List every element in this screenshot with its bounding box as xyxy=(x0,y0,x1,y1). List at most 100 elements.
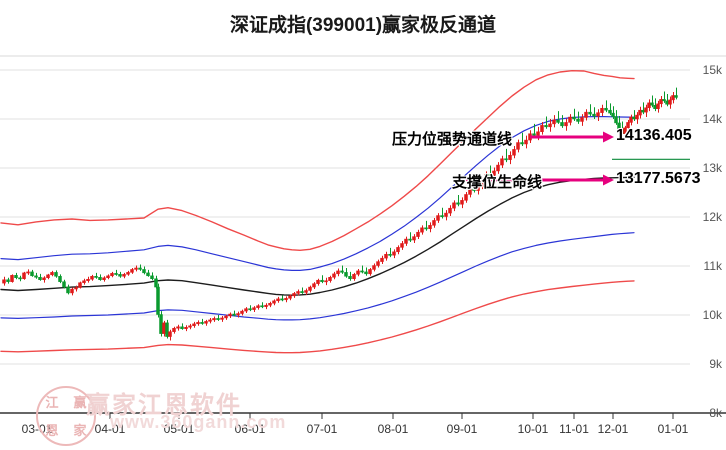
candle-body xyxy=(604,107,608,111)
candle-body xyxy=(252,307,256,310)
candle-body xyxy=(6,279,10,282)
candle-body xyxy=(656,103,660,109)
candle-body xyxy=(74,287,78,290)
candle-body xyxy=(638,109,642,116)
candle-body xyxy=(400,243,404,248)
candle-body xyxy=(162,322,166,334)
annotation-arrow-head-resistance xyxy=(603,131,614,143)
candle-body xyxy=(324,280,328,283)
candle-body xyxy=(540,125,544,132)
candle-body xyxy=(284,298,288,301)
candle-body xyxy=(576,118,580,122)
candle-body xyxy=(671,95,675,101)
annotation-value-support: 13177.5673 xyxy=(616,170,701,187)
candle-body xyxy=(560,122,564,127)
gridlines xyxy=(0,69,690,414)
candle-body xyxy=(138,267,142,270)
annotation-label-support: 支撑位生命线 xyxy=(452,174,543,191)
candle-body xyxy=(653,105,657,109)
candle-body xyxy=(464,194,468,201)
candle-body xyxy=(611,112,615,117)
candle-body xyxy=(662,99,666,102)
candle-body xyxy=(256,305,260,308)
candle-body xyxy=(392,251,396,256)
x-axis-tick-label: 03-01 xyxy=(21,422,53,436)
candle-body xyxy=(552,119,556,125)
candle-body xyxy=(312,283,316,288)
candle-body xyxy=(368,269,372,275)
candle-body xyxy=(280,298,284,301)
candle-body xyxy=(272,300,276,304)
candle-body xyxy=(212,318,216,321)
x-axis-tick-label: 09-01 xyxy=(446,422,478,436)
candle-body xyxy=(596,112,600,117)
x-axis-tick-label: 08-01 xyxy=(377,422,409,436)
channel-line-lower-blue-channel xyxy=(0,232,635,321)
candle-body xyxy=(82,280,86,283)
candle-body xyxy=(428,225,432,230)
candle-body xyxy=(38,277,42,280)
candle-body xyxy=(544,125,548,128)
candle-body xyxy=(276,298,280,302)
annotation-value-resistance: 14136.405 xyxy=(616,127,692,144)
candle-body xyxy=(364,271,368,275)
candle-body xyxy=(584,111,588,118)
y-axis-tick-label: 8k xyxy=(709,406,722,420)
candle-body xyxy=(629,116,633,123)
candle-body xyxy=(440,215,444,217)
candle-body xyxy=(14,275,18,279)
candle-body xyxy=(316,279,320,284)
candle-body xyxy=(188,325,192,328)
candle-body xyxy=(356,270,360,275)
candle-body xyxy=(94,276,98,278)
candle-body xyxy=(641,109,645,113)
candle-body xyxy=(548,123,552,128)
candle-body xyxy=(524,139,528,145)
candle-body xyxy=(184,327,188,329)
candle-body xyxy=(192,323,196,327)
candle-body xyxy=(626,122,630,129)
x-axis-tick-label: 12-01 xyxy=(597,422,629,436)
candle-body xyxy=(456,202,460,205)
x-axis-tick-label: 10-01 xyxy=(517,422,549,436)
candle-body xyxy=(30,271,34,277)
candle-body xyxy=(264,304,268,307)
candle-body xyxy=(500,158,504,166)
candle-body xyxy=(176,326,180,329)
candle-body xyxy=(632,116,636,120)
candle-body xyxy=(520,142,524,145)
candle-body xyxy=(196,322,200,325)
candle-body xyxy=(208,319,212,322)
candle-body xyxy=(18,277,22,280)
candle-body xyxy=(296,291,300,294)
channel-line-middle-black-line xyxy=(0,176,635,296)
candle-body xyxy=(165,322,169,337)
candle-body xyxy=(650,102,654,106)
candle-body xyxy=(496,164,500,172)
candle-body xyxy=(388,253,392,256)
candle-body xyxy=(130,269,134,273)
candle-body xyxy=(384,253,388,259)
candle-body xyxy=(635,114,639,120)
candle-body xyxy=(408,238,412,241)
candle-body xyxy=(536,131,540,136)
candle-body xyxy=(452,202,456,209)
candle-body xyxy=(404,238,408,244)
candle-body xyxy=(54,272,58,277)
candle-body xyxy=(220,317,224,320)
candle-body xyxy=(332,273,336,278)
candle-body xyxy=(34,275,38,278)
candle-body xyxy=(448,207,452,214)
candle-body xyxy=(644,107,648,113)
candle-body xyxy=(304,290,308,293)
candle-body xyxy=(42,277,46,280)
x-axis-tick-label: 06-01 xyxy=(234,422,266,436)
candle-body xyxy=(476,186,480,191)
candle-body xyxy=(142,269,146,274)
y-axis-tick-label: 13k xyxy=(702,161,722,175)
candle-body xyxy=(600,107,604,113)
candle-body xyxy=(659,99,663,105)
candle-body xyxy=(488,174,492,176)
candle-body xyxy=(172,327,176,332)
